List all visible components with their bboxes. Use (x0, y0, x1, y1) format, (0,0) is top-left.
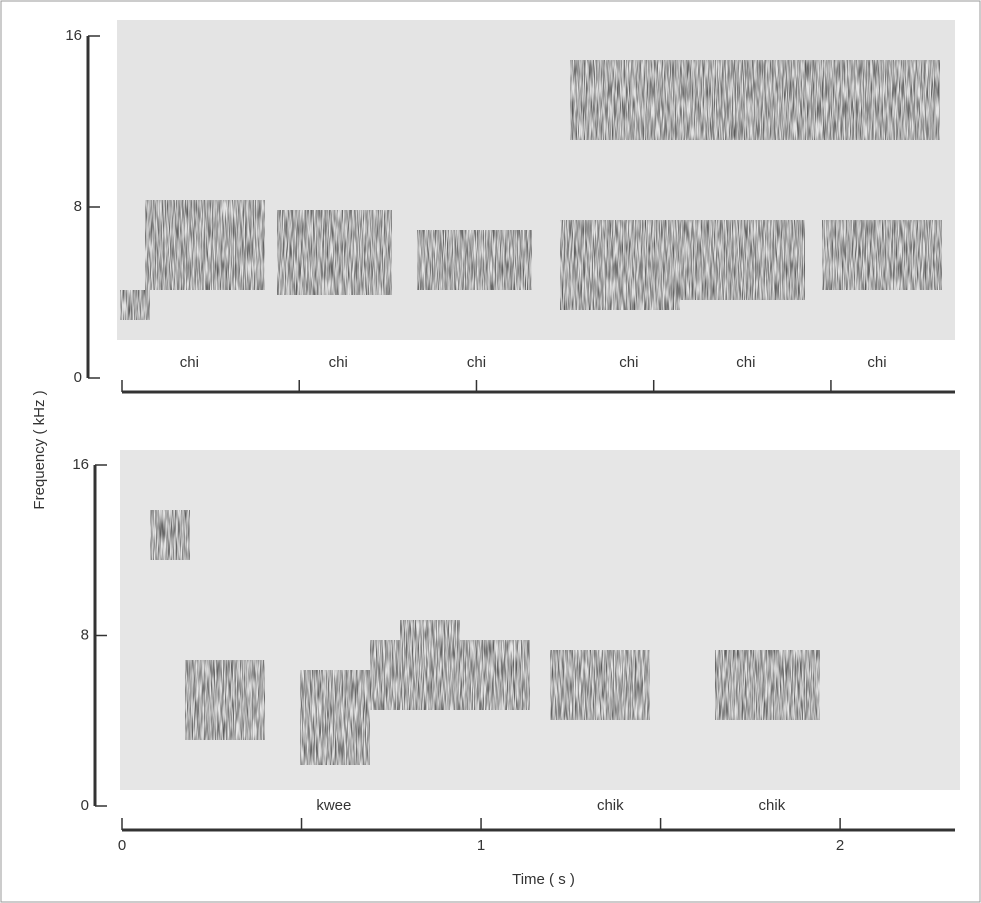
syllable-label: chi (867, 354, 886, 371)
syllable-label: kwee (316, 797, 351, 814)
syllable-label: chik (759, 797, 786, 814)
y-tick-label: 0 (81, 797, 89, 814)
y-tick-label: 0 (74, 369, 82, 386)
y-tick-label: 16 (65, 27, 82, 44)
y-axis-label: Frequency ( kHz ) (31, 390, 48, 509)
syllable-label: chi (180, 354, 199, 371)
syllable-label: chi (329, 354, 348, 371)
syllable-label: chi (619, 354, 638, 371)
spectrogram-texture (120, 60, 942, 765)
x-axis-label: Time ( s ) (512, 871, 575, 888)
x-tick-label: 0 (118, 837, 126, 854)
y-tick-label: 8 (81, 626, 89, 643)
syllable-label: chik (597, 797, 624, 814)
x-tick-label: 2 (836, 837, 844, 854)
syllable-label: chi (467, 354, 486, 371)
y-tick-label: 16 (72, 456, 89, 473)
x-tick-label: 1 (477, 837, 485, 854)
y-tick-label: 8 (74, 198, 82, 215)
syllable-label: chi (736, 354, 755, 371)
